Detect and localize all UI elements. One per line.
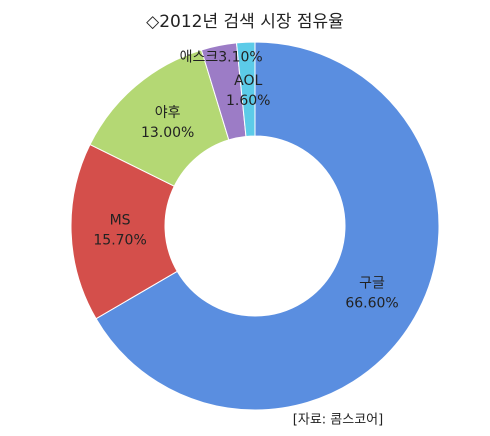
value-label: 13.00%	[141, 125, 194, 141]
category-label: 애스크	[180, 49, 219, 65]
chart-title: ◇2012년 검색 시장 점유율	[146, 12, 344, 32]
source-note: [자료: 콤스코어]	[293, 413, 383, 428]
donut-slice	[95, 41, 440, 411]
category-label: MS	[110, 213, 131, 229]
slice-label: 애스크3.10%	[180, 49, 263, 65]
value-label: 15.70%	[93, 233, 146, 249]
value-label: 1.60%	[226, 93, 270, 109]
value-label: 3.10%	[218, 49, 262, 65]
value-label: 66.60%	[345, 295, 398, 311]
category-label: 구글	[359, 275, 385, 291]
donut-slice	[235, 41, 256, 138]
category-label: 야후	[155, 105, 181, 121]
category-label: AOL	[234, 73, 262, 89]
donut-slice	[70, 143, 178, 320]
